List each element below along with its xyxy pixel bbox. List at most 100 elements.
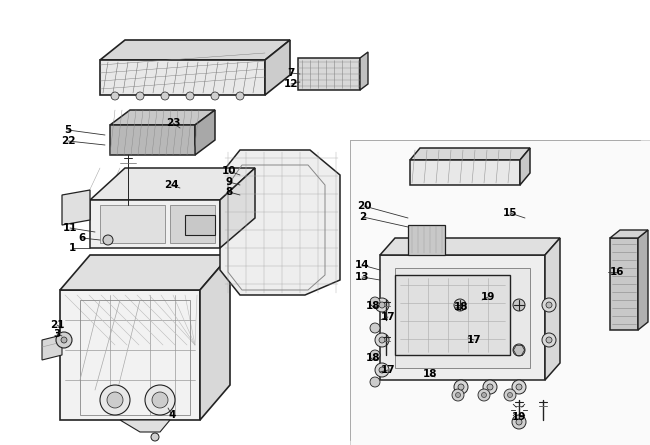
Circle shape [236,92,244,100]
Circle shape [61,337,67,343]
Text: 19: 19 [512,412,526,422]
Text: 10: 10 [222,166,236,176]
Text: 12: 12 [284,79,298,89]
Circle shape [454,299,466,311]
Polygon shape [545,238,560,380]
Circle shape [504,389,516,401]
Polygon shape [100,205,165,243]
Circle shape [513,299,525,311]
Polygon shape [360,52,368,90]
Polygon shape [410,148,530,160]
Polygon shape [410,160,520,185]
Circle shape [100,385,130,415]
Circle shape [370,297,380,307]
Circle shape [107,392,123,408]
Polygon shape [90,168,255,200]
Text: 9: 9 [226,177,233,187]
Polygon shape [220,150,340,295]
Text: 23: 23 [166,118,180,128]
Polygon shape [90,200,220,248]
Polygon shape [60,290,200,420]
Circle shape [136,92,144,100]
Circle shape [546,302,552,308]
Polygon shape [185,215,215,235]
Text: 17: 17 [467,335,481,345]
Circle shape [379,367,385,373]
Circle shape [483,380,497,394]
Circle shape [379,337,385,343]
Circle shape [370,350,380,360]
Circle shape [482,392,486,397]
Polygon shape [100,40,290,60]
Text: 5: 5 [64,125,72,135]
Text: 24: 24 [164,180,178,190]
Polygon shape [100,60,265,95]
Text: 8: 8 [226,187,233,197]
Polygon shape [395,275,510,355]
Circle shape [546,337,552,343]
Circle shape [452,389,464,401]
Polygon shape [520,148,530,185]
Text: 16: 16 [610,267,624,277]
Text: 18: 18 [454,302,468,312]
Text: 4: 4 [168,410,176,420]
Polygon shape [220,168,255,248]
Circle shape [375,333,389,347]
Polygon shape [610,230,648,238]
Polygon shape [120,420,170,432]
Text: 22: 22 [60,136,75,146]
Text: 19: 19 [481,292,495,302]
Text: 21: 21 [50,320,64,330]
Polygon shape [200,255,230,420]
Circle shape [375,363,389,377]
Text: 18: 18 [366,301,380,311]
Text: 7: 7 [287,68,294,78]
Circle shape [516,419,522,425]
Polygon shape [380,255,545,380]
Text: 11: 11 [63,223,77,233]
Circle shape [487,384,493,390]
Polygon shape [350,140,650,445]
Polygon shape [380,238,560,255]
Circle shape [508,392,512,397]
Circle shape [151,433,159,441]
Circle shape [542,333,556,347]
Polygon shape [42,335,62,360]
Circle shape [513,344,525,356]
Text: 18: 18 [422,369,437,379]
Polygon shape [170,205,215,243]
Circle shape [512,415,526,429]
Text: 1: 1 [68,243,75,253]
Polygon shape [110,125,195,155]
Circle shape [379,302,385,308]
Circle shape [211,92,219,100]
Circle shape [458,384,464,390]
Circle shape [56,332,72,348]
Text: 3: 3 [53,329,60,339]
Polygon shape [610,238,638,330]
Text: 18: 18 [366,353,380,363]
Circle shape [186,92,194,100]
Circle shape [478,389,490,401]
Circle shape [370,323,380,333]
Polygon shape [638,230,648,330]
Circle shape [516,384,522,390]
Text: 17: 17 [381,365,395,375]
Polygon shape [195,110,215,155]
Circle shape [103,235,113,245]
Text: 6: 6 [79,233,86,243]
Circle shape [454,380,468,394]
Circle shape [542,298,556,312]
Circle shape [145,385,175,415]
Polygon shape [62,190,90,225]
Text: 20: 20 [357,201,371,211]
Text: 2: 2 [359,212,367,222]
Circle shape [375,298,389,312]
Polygon shape [408,225,445,255]
Polygon shape [110,110,215,125]
Text: 15: 15 [502,208,517,218]
Circle shape [111,92,119,100]
Polygon shape [395,268,530,368]
Text: 13: 13 [355,272,369,282]
Circle shape [161,92,169,100]
